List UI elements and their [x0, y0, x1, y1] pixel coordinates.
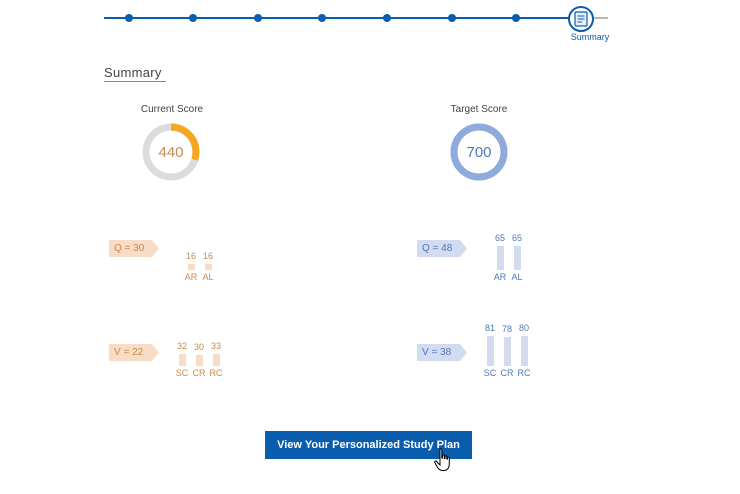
step-dot-7[interactable] [512, 14, 520, 22]
bar-value: 33 [210, 340, 221, 351]
bar [195, 354, 203, 366]
bar [187, 264, 195, 270]
bar [486, 335, 494, 366]
bar-label: AL [511, 272, 523, 282]
target-quant-tag-text: Q = 48 [422, 243, 453, 254]
step-dot-6[interactable] [448, 14, 456, 22]
step-dot-1[interactable] [125, 14, 133, 22]
bar [496, 245, 504, 270]
current-score-label: Current Score [140, 104, 204, 115]
bar [178, 354, 186, 366]
progress-stepper: Summary [0, 0, 740, 50]
bar-label: RC [517, 368, 531, 378]
bar-value: 65 [511, 232, 522, 243]
bar-value: 65 [494, 232, 505, 243]
bar-label: CR [500, 368, 514, 378]
bar-value: 32 [176, 341, 187, 351]
bar-value: 30 [193, 341, 204, 352]
target-quant-tag: Q = 48 [417, 240, 467, 257]
current-verbal-tag: V = 22 [109, 344, 159, 361]
bar [204, 264, 212, 270]
bar [212, 353, 220, 366]
target-verbal-tag: V = 38 [417, 344, 467, 361]
current-quant-tag: Q = 30 [109, 240, 159, 257]
bar [513, 245, 521, 270]
summary-title-underline [104, 81, 166, 82]
current-score-donut [142, 123, 200, 181]
step-dot-2[interactable] [189, 14, 197, 22]
step-current-label: Summary [570, 32, 610, 42]
bar-label: AL [202, 272, 214, 282]
stepper-line [104, 17, 580, 19]
bar-label: AR [184, 272, 198, 282]
summary-title: Summary [104, 65, 162, 80]
bar [520, 336, 528, 366]
target-score-arc [450, 123, 508, 181]
current-score-arc [142, 123, 200, 181]
bar-value: 81 [484, 322, 495, 333]
view-study-plan-button[interactable]: View Your Personalized Study Plan [265, 431, 472, 459]
bar-label: SC [175, 368, 189, 378]
current-verbal-tag-text: V = 22 [114, 347, 144, 358]
bar-label: SC [483, 368, 497, 378]
bar-value: 16 [185, 251, 196, 261]
hand-pointer-icon [434, 448, 450, 471]
bar [503, 336, 511, 366]
target-score-value: 700 [466, 144, 492, 161]
target-verbal-tag-text: V = 38 [422, 347, 452, 358]
bar-value: 80 [518, 323, 529, 333]
bar-value: 16 [202, 251, 213, 261]
document-icon [574, 11, 588, 27]
stepper-line-tail [594, 17, 608, 19]
step-dot-3[interactable] [254, 14, 262, 22]
step-dot-5[interactable] [383, 14, 391, 22]
step-dot-4[interactable] [318, 14, 326, 22]
current-score-value: 440 [158, 144, 184, 161]
bar-label: RC [209, 368, 223, 378]
target-score-donut [450, 123, 508, 181]
bar-label: AR [493, 272, 507, 282]
step-current-summary[interactable] [568, 6, 594, 32]
bar-label: CR [192, 368, 206, 378]
current-quant-tag-text: Q = 30 [114, 243, 145, 254]
target-score-label: Target Score [450, 104, 508, 115]
bar-value: 78 [501, 323, 512, 334]
